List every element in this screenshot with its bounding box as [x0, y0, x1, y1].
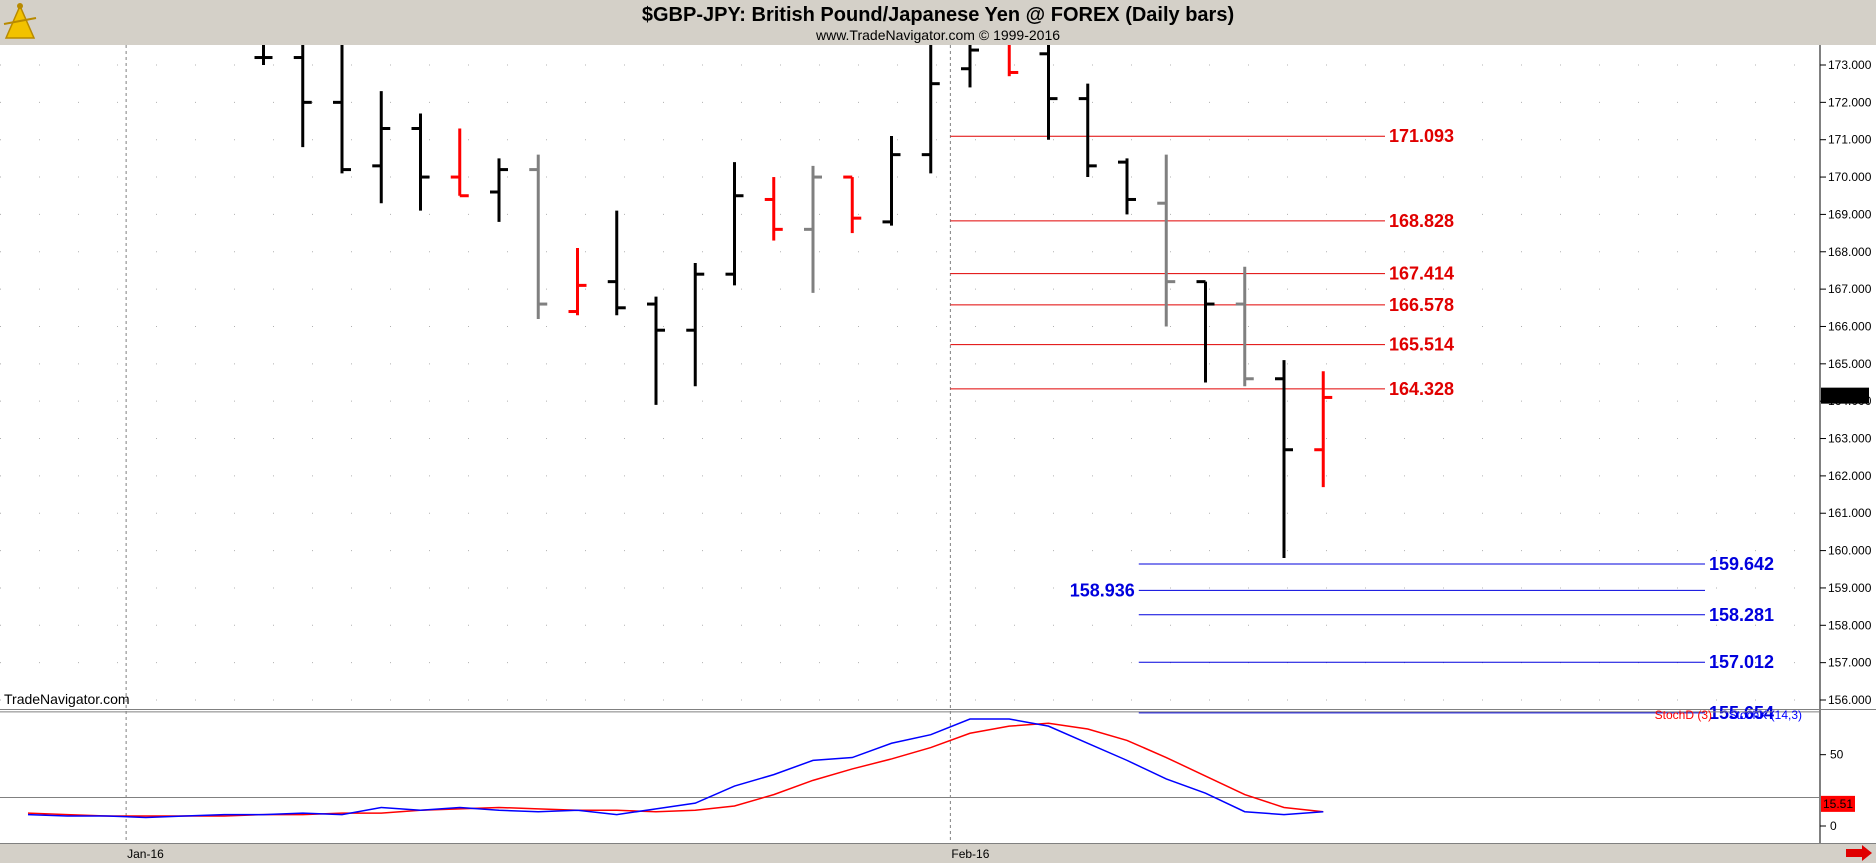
price-tick-label: 157.000 [1828, 656, 1872, 670]
resistance-level-label: 165.514 [1389, 335, 1454, 355]
resistance-level-label: 164.328 [1389, 379, 1454, 399]
price-tick-label: 165.000 [1828, 357, 1872, 371]
stochastic-last-value-marker [1821, 795, 1855, 812]
price-tick-label: 171.000 [1828, 133, 1872, 147]
resistance-level-label: 166.578 [1389, 295, 1454, 315]
price-tick-label: 167.000 [1828, 282, 1872, 296]
bar-layer [254, 45, 1333, 559]
watermark: TradeNavigator.com [4, 691, 130, 707]
stochastic-legend-label: StochK (14,3) [1729, 708, 1802, 722]
price-panel-bg [0, 45, 1820, 709]
level-layer: 171.093 168.828 167.414 166.578 165.514 164.3… [950, 126, 1774, 723]
price-tick-label: 158.000 [1828, 618, 1872, 632]
chart-subtitle: www.TradeNavigator.com © 1999-2016 [815, 27, 1060, 43]
date-axis-label: Jan-16 [127, 847, 164, 861]
stochastic-series-line [27, 718, 1324, 819]
last-price-label: 164.148 [1823, 389, 1867, 403]
price-tick-label: 168.000 [1828, 245, 1872, 259]
price-tick-label: 170.000 [1828, 170, 1872, 184]
resistance-level-label: 168.828 [1389, 211, 1454, 231]
support-level-label: 157.012 [1709, 652, 1774, 672]
stochastic-tick-label: 0 [1830, 819, 1837, 833]
axis-layer: 173.000 172.000 171.000 170.000 169.000 168.0… [127, 58, 1872, 861]
resistance-level-label: 167.414 [1389, 264, 1454, 284]
stochastic-tick-label: 50 [1830, 748, 1844, 762]
date-axis-label: Feb-16 [951, 847, 989, 861]
support-level-label: 159.642 [1709, 554, 1774, 574]
support-level-label: 155.654 [1709, 703, 1774, 723]
stochastic-last-value-label: 15.51 [1823, 797, 1853, 811]
resistance-level-label: 171.093 [1389, 126, 1454, 146]
price-tick-label: 172.000 [1828, 95, 1872, 109]
stochastic-panel-bg [0, 710, 1820, 843]
trade-navigator-logo-icon [3, 3, 37, 39]
support-level-label: 158.281 [1709, 605, 1774, 625]
price-tick-label: 166.000 [1828, 319, 1872, 333]
price-tick-label: 173.000 [1828, 58, 1872, 72]
last-price-marker [1821, 387, 1869, 404]
price-tick-label: 162.000 [1828, 469, 1872, 483]
support-level-label: 158.936 [1070, 580, 1135, 600]
price-tick-label: 161.000 [1828, 506, 1872, 520]
price-tick-label: 156.000 [1828, 693, 1872, 707]
chart-title: $GBP-JPY: British Pound/Japanese Yen @ F… [642, 4, 1234, 26]
price-tick-label: 169.000 [1828, 207, 1872, 221]
price-tick-label: 159.000 [1828, 581, 1872, 595]
scroll-right-arrow-icon[interactable] [1846, 845, 1872, 861]
grid-layer [0, 45, 1820, 843]
price-tick-label: 163.000 [1828, 432, 1872, 446]
price-tick-label: 160.000 [1828, 544, 1872, 558]
stochastic-layer: StochD (3) StochK (14,3) [0, 708, 1820, 819]
stochastic-legend-label: StochD (3) [1655, 708, 1712, 722]
